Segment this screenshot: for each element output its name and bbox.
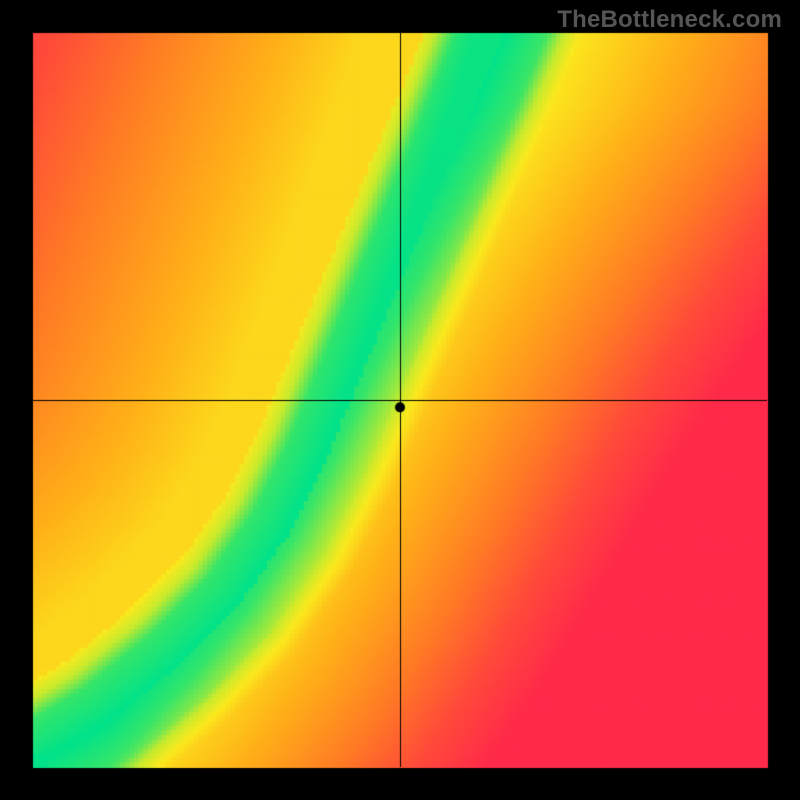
chart-container: TheBottleneck.com xyxy=(0,0,800,800)
heatmap-canvas xyxy=(0,0,800,800)
watermark-text: TheBottleneck.com xyxy=(557,6,782,34)
